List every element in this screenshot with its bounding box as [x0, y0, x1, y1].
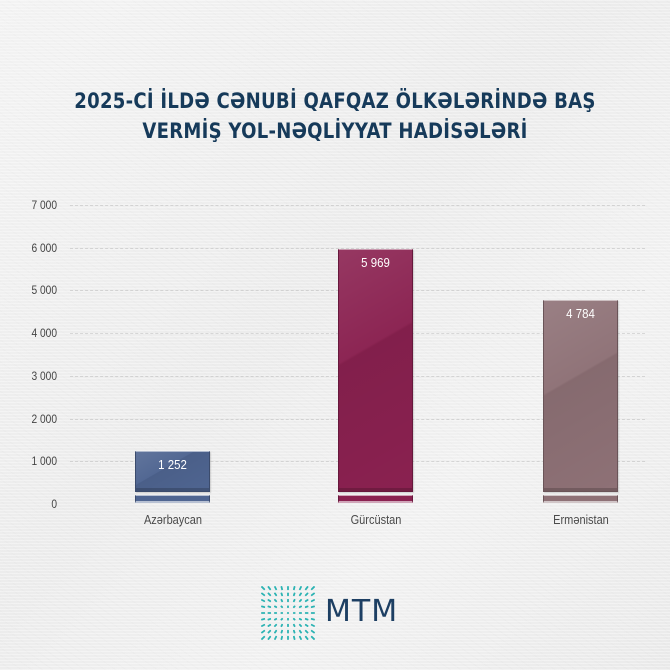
bar-gürcüstan[interactable]: 5 969 [338, 249, 413, 504]
y-tick-label: 4 000 [31, 326, 57, 341]
bar-value-label: 1 252 [158, 456, 187, 472]
y-tick-label: 7 000 [31, 198, 57, 212]
bar-base-strip [338, 494, 413, 503]
bar-value-label: 5 969 [361, 255, 390, 271]
mtm-logo-icon [260, 585, 316, 641]
y-tick-label: 5 000 [31, 283, 57, 298]
bar-value-label: 4 784 [566, 305, 595, 321]
bar-body [338, 249, 413, 492]
gridline [70, 205, 645, 206]
bar-body [135, 450, 210, 492]
bar-body [543, 299, 618, 492]
y-tick-label: 3 000 [31, 368, 57, 383]
y-tick-label: 1 000 [31, 454, 57, 469]
y-tick-label: 6 000 [31, 240, 57, 255]
chart-title: 2025-Cİ İLDƏ CƏNUBİ QAFQAZ ÖLKƏLƏRİNDƏ B… [47, 86, 623, 146]
gridline [70, 247, 645, 249]
x-axis-label: Gürcüstan [350, 513, 401, 527]
x-axis-label: Ermənistan [552, 513, 609, 527]
chart-title-line-2: VERMİŞ YOL-NƏQLİYYAT HADİSƏLƏRİ [142, 119, 528, 143]
y-tick-label: 2 000 [31, 411, 57, 426]
bar-azərbaycan[interactable]: 1 252 [135, 450, 210, 504]
mtm-logo-text: MTM [325, 594, 399, 629]
chart-title-line-1: 2025-Cİ İLDƏ CƏNUBİ QAFQAZ ÖLKƏLƏRİNDƏ B… [74, 89, 596, 113]
bar-ermənistan[interactable]: 4 784 [543, 299, 618, 504]
bar-base-strip [543, 494, 618, 503]
y-tick-label: 0 [51, 497, 57, 511]
x-axis-label: Azərbaycan [143, 513, 202, 527]
bar-base-strip [135, 494, 210, 503]
